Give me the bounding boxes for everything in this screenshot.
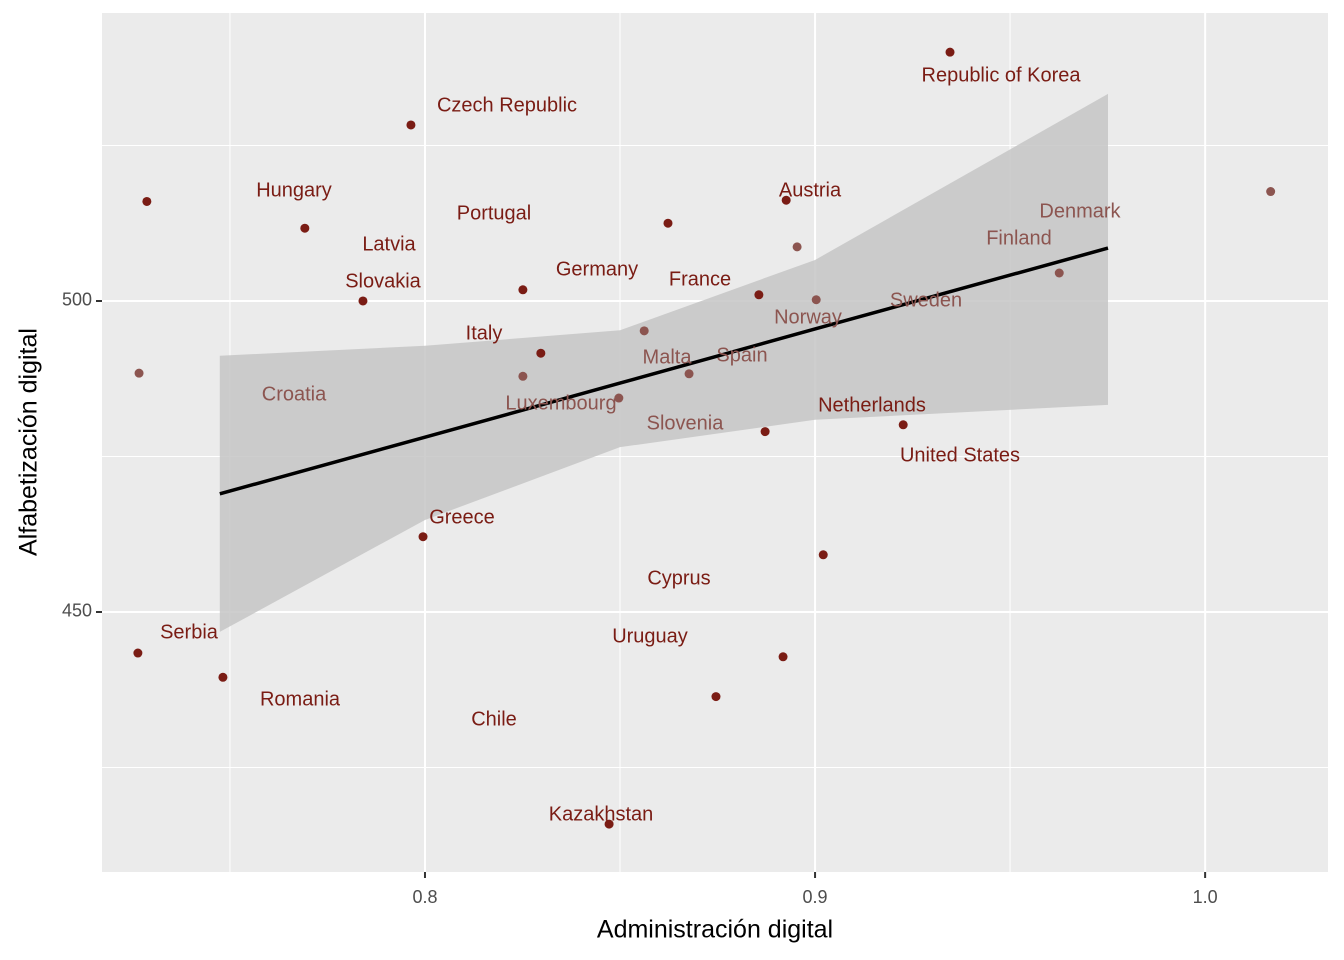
point-label: Romania — [260, 688, 341, 710]
point-label: Republic of Korea — [922, 64, 1082, 86]
point — [518, 371, 528, 381]
point-label: United States — [900, 444, 1020, 466]
x-tick-label: 1.0 — [1193, 887, 1218, 907]
point-label: Slovenia — [647, 412, 725, 434]
x-tick-label: 0.9 — [803, 887, 828, 907]
point — [358, 296, 368, 306]
point-label: Greece — [429, 506, 495, 528]
y-tick-label: 500 — [62, 290, 92, 310]
point-label: Sweden — [890, 289, 962, 311]
point-label: France — [669, 268, 731, 290]
y-tick-label: 450 — [62, 601, 92, 621]
point — [536, 348, 546, 358]
point — [142, 196, 152, 206]
point-label: Croatia — [262, 383, 327, 405]
point — [792, 242, 802, 252]
x-tick-label: 0.8 — [412, 887, 437, 907]
point — [604, 819, 614, 829]
point — [760, 427, 770, 437]
point-label: Finland — [986, 227, 1052, 249]
point-label: Portugal — [457, 202, 532, 224]
point — [778, 652, 788, 662]
point-label: Spain — [716, 344, 767, 366]
x-axis-title: Administración digital — [597, 916, 833, 944]
point-label: Chile — [471, 708, 517, 730]
point — [133, 648, 143, 658]
point — [811, 295, 821, 305]
point-label: Hungary — [256, 179, 332, 201]
point — [1054, 268, 1064, 278]
point — [518, 285, 528, 295]
point — [134, 368, 144, 378]
point — [711, 692, 721, 702]
point-label: Uruguay — [612, 625, 688, 647]
point-label: Austria — [779, 179, 842, 201]
point-label: Cyprus — [647, 567, 710, 589]
trend-line — [219, 246, 1109, 496]
point-label: Italy — [466, 322, 503, 344]
point-label: Germany — [556, 258, 638, 280]
point-label: Serbia — [160, 621, 219, 643]
point-label: Netherlands — [818, 394, 926, 416]
point — [898, 420, 908, 430]
y-axis-title: Alfabetización digital — [15, 328, 43, 556]
point — [818, 550, 828, 560]
point-label: Malta — [643, 346, 693, 368]
point — [406, 120, 416, 130]
confidence-band — [219, 93, 1108, 632]
point-label: Latvia — [362, 233, 416, 255]
point-label: Slovakia — [345, 270, 421, 292]
point — [1266, 187, 1276, 197]
point — [218, 672, 228, 682]
point — [639, 326, 649, 336]
point — [754, 290, 764, 300]
point-label: Luxembourg — [505, 392, 616, 414]
point — [781, 195, 791, 205]
point — [300, 223, 310, 233]
point — [945, 47, 955, 57]
point — [614, 393, 624, 403]
point-label: Norway — [774, 306, 842, 328]
point-label: Denmark — [1039, 200, 1121, 222]
point-label: Czech Republic — [437, 94, 577, 116]
point — [663, 218, 673, 228]
point — [684, 369, 694, 379]
point — [418, 532, 428, 542]
point-label: Kazakhstan — [549, 803, 654, 825]
